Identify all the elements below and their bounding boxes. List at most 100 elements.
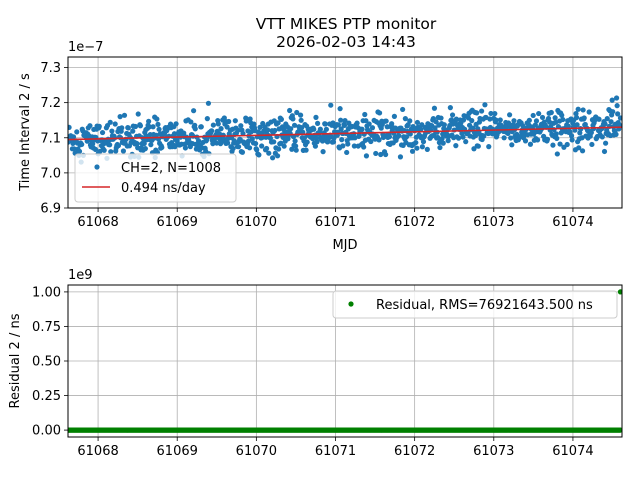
data-point <box>192 126 198 132</box>
data-point <box>239 149 246 155</box>
data-point <box>601 148 608 155</box>
x-tick-label: 61068 <box>77 444 118 459</box>
data-point <box>254 147 260 153</box>
x-tick-label: 61073 <box>473 444 514 459</box>
data-point <box>565 123 571 129</box>
data-point <box>101 147 107 153</box>
data-point <box>249 136 255 142</box>
data-point <box>617 427 622 433</box>
data-point <box>345 141 351 147</box>
data-point <box>596 116 602 122</box>
y-tick-label: 6.9 <box>40 202 61 217</box>
data-point <box>257 124 263 130</box>
data-point <box>117 114 123 120</box>
data-point <box>214 140 220 146</box>
data-point <box>460 117 467 123</box>
data-point <box>148 142 154 148</box>
bottom-y-axis-label: Residual 2 / ns <box>8 313 23 408</box>
top-y-ticks: 6.9 7.0 7.1 7.2 7.3 <box>40 61 68 217</box>
data-point <box>581 115 587 121</box>
data-point <box>560 116 566 123</box>
data-point <box>475 143 481 149</box>
data-point <box>361 144 367 150</box>
data-point <box>312 143 319 149</box>
data-point <box>107 142 113 148</box>
y-tick-label: 0.75 <box>32 320 61 335</box>
outlier-point <box>617 289 622 295</box>
data-point <box>383 118 389 124</box>
data-point <box>132 123 139 130</box>
data-point <box>256 152 262 158</box>
data-point <box>251 121 257 127</box>
data-point <box>272 127 278 134</box>
data-point <box>573 114 580 121</box>
data-point <box>230 145 236 152</box>
data-point <box>314 139 320 145</box>
data-point <box>294 109 300 116</box>
data-point <box>108 149 114 155</box>
data-point <box>378 151 384 158</box>
bottom-legend: Residual, RMS=76921643.500 ns <box>332 290 618 319</box>
data-point <box>604 116 610 122</box>
data-point <box>330 139 337 145</box>
data-point <box>533 118 540 124</box>
data-point <box>205 100 212 106</box>
y-tick-label: 7.2 <box>40 96 61 111</box>
bottom-data-points <box>68 289 622 433</box>
data-point <box>290 116 296 122</box>
data-point <box>344 149 350 156</box>
data-point <box>599 134 605 140</box>
data-point <box>609 97 615 103</box>
data-point <box>274 153 281 159</box>
data-point <box>576 145 582 151</box>
data-point <box>383 151 389 158</box>
data-point <box>171 131 178 137</box>
data-point <box>338 117 344 123</box>
data-point <box>407 131 413 137</box>
data-point <box>298 117 304 123</box>
chart-title: VTT MIKES PTP monitor <box>256 15 437 33</box>
x-tick-label: 61072 <box>394 444 435 459</box>
data-point <box>509 142 515 148</box>
data-point <box>440 140 446 146</box>
x-tick-label: 61068 <box>77 215 118 230</box>
data-point <box>449 112 456 118</box>
data-point <box>439 135 445 142</box>
x-tick-label: 61073 <box>473 215 514 230</box>
data-point <box>259 143 265 149</box>
data-point <box>270 155 276 161</box>
data-point <box>299 124 305 131</box>
x-tick-label: 61072 <box>394 215 435 230</box>
data-point <box>559 112 565 118</box>
data-point <box>115 142 122 149</box>
data-point <box>322 121 328 127</box>
data-point <box>363 153 370 159</box>
data-point <box>536 110 542 117</box>
data-point <box>386 134 393 140</box>
data-point <box>362 111 368 118</box>
data-point <box>511 118 517 124</box>
data-point <box>204 116 210 122</box>
data-point <box>414 145 420 151</box>
data-point <box>221 115 227 121</box>
top-y-axis-label: Time Interval 2 / s <box>18 73 33 192</box>
top-axes-frame <box>67 56 623 209</box>
chart-subtitle: 2026-02-03 14:43 <box>276 33 416 51</box>
data-point <box>288 126 294 132</box>
data-point <box>447 105 453 111</box>
data-point <box>218 126 224 132</box>
data-point <box>492 111 498 117</box>
data-point <box>293 147 299 153</box>
data-point <box>507 112 513 118</box>
data-point <box>70 134 77 140</box>
data-point <box>130 128 136 134</box>
data-point <box>76 148 83 154</box>
data-point <box>400 106 406 113</box>
data-point <box>373 150 379 157</box>
legend-marker-residual <box>348 301 354 307</box>
data-point <box>359 126 365 132</box>
data-point <box>414 119 421 126</box>
x-tick-label: 61071 <box>315 444 356 459</box>
data-point <box>580 107 586 113</box>
data-point <box>292 138 298 144</box>
